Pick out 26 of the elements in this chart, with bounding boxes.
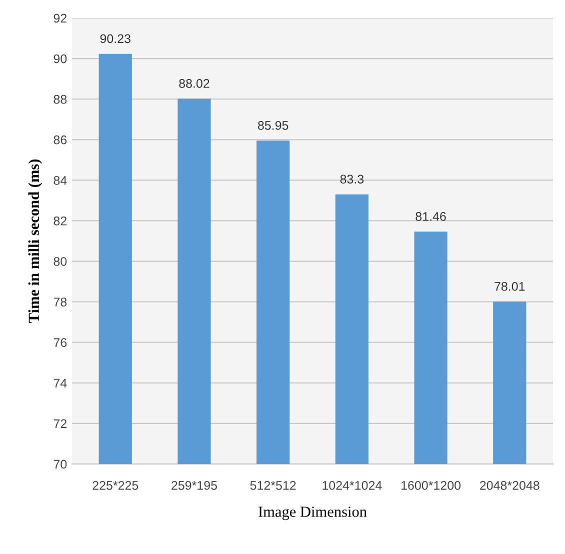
y-tick-label: 78 — [54, 298, 67, 306]
data-label: 90.23 — [100, 34, 130, 44]
y-axis-title: Time in milli second (ms) — [28, 159, 42, 323]
data-label: 81.46 — [416, 212, 446, 221]
x-tick-label: 2048*2048 — [480, 480, 540, 490]
y-tick-label: 74 — [54, 378, 67, 388]
data-label: 78.01 — [494, 282, 525, 291]
x-tick-label: 259*195 — [172, 480, 217, 490]
data-label: 85.95 — [258, 120, 288, 130]
y-tick-label: 92 — [54, 14, 67, 23]
x-tick-label: 1024*1024 — [322, 480, 382, 490]
x-tick-label: 225*225 — [92, 480, 138, 490]
y-tick-label: 76 — [54, 338, 67, 348]
x-axis-title: Image Dimension — [258, 506, 367, 520]
data-label: 83.3 — [340, 174, 364, 184]
y-tick-label: 80 — [54, 257, 67, 266]
y-tick-label: 88 — [54, 94, 67, 104]
y-tick-label: 84 — [54, 176, 67, 185]
y-tick-label: 72 — [54, 419, 67, 428]
x-tick-label: 1600*1200 — [401, 480, 461, 490]
y-tick-label: 82 — [54, 216, 67, 226]
y-tick-label: 90 — [54, 54, 67, 64]
data-label: 88.02 — [179, 79, 210, 88]
y-tick-label: 86 — [54, 135, 67, 144]
y-tick-label: 70 — [54, 460, 67, 469]
x-tick-label: 512*512 — [250, 480, 296, 490]
